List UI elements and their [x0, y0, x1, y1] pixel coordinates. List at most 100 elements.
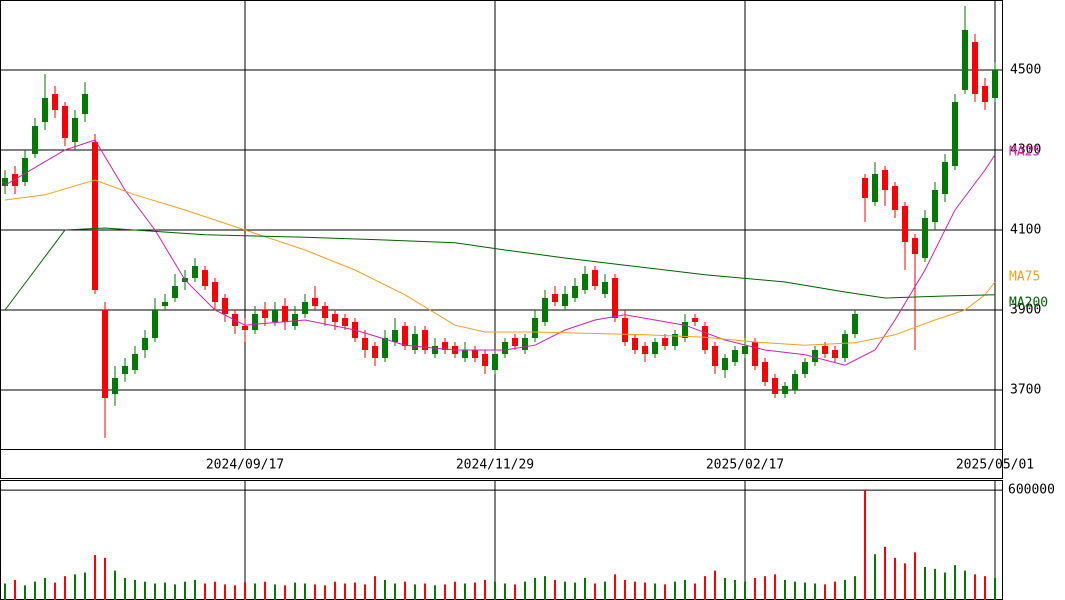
candle-body [692, 318, 698, 322]
volume-bar [604, 581, 606, 600]
volume-bar [594, 583, 596, 600]
volume-bar [84, 572, 86, 600]
candle-body [962, 30, 968, 90]
volume-bar [834, 581, 836, 600]
candle-body [982, 86, 988, 102]
x-tick-label: 2025/02/17 [706, 458, 784, 473]
date-frame [0, 449, 1003, 479]
volume-bar [324, 585, 326, 600]
volume-bar [244, 582, 246, 600]
candle-body [222, 298, 228, 314]
candle-body [132, 354, 138, 370]
candle-body [872, 174, 878, 202]
candle-body [192, 266, 198, 278]
volume-bar [924, 567, 926, 600]
candle-body [522, 338, 528, 350]
candle-body [382, 338, 388, 358]
volume-bar [44, 578, 46, 600]
volume-bar [854, 576, 856, 600]
volume-bar [274, 584, 276, 600]
moving-average [4, 139, 996, 366]
volume-bar [614, 574, 616, 600]
candle-body [212, 282, 218, 302]
legend-label: MA200 [1009, 295, 1048, 310]
volume-bar [934, 568, 936, 600]
volume-bar [944, 572, 946, 600]
volume-bar [174, 584, 176, 600]
candle-body [742, 346, 748, 354]
candle-body [612, 278, 618, 318]
volume-bar [54, 582, 56, 600]
volume-bar [414, 584, 416, 600]
volume-bar [734, 579, 736, 600]
volume-bar [484, 579, 486, 600]
candle-body [112, 378, 118, 394]
candle-body [922, 218, 928, 258]
candle-body [512, 338, 518, 346]
volume-bar [694, 583, 696, 600]
candle-body [272, 310, 278, 322]
candle-body [492, 354, 498, 370]
candle-body [972, 42, 978, 94]
volume-bar [844, 579, 846, 600]
y-tick-label: 3900 [1010, 303, 1041, 318]
candle-body [832, 350, 838, 358]
candle-body [362, 338, 368, 350]
volume-bar [114, 570, 116, 600]
candle-body [912, 238, 918, 254]
volume-bar [554, 579, 556, 600]
volume-bar [534, 578, 536, 600]
candle-body [772, 378, 778, 394]
volume-bar [364, 584, 366, 600]
candle-body [942, 162, 948, 194]
candle-body [472, 350, 478, 358]
y-tick-label: 3700 [1010, 383, 1041, 398]
volume-bar [334, 581, 336, 600]
candle-body [732, 350, 738, 362]
volume-bar [424, 583, 426, 600]
volume-bar [104, 557, 106, 600]
candle-body [292, 314, 298, 326]
candle-body [882, 170, 888, 190]
volume-bar [124, 578, 126, 600]
candle-body [722, 358, 728, 370]
candle-body [172, 286, 178, 298]
volume-bar [654, 583, 656, 600]
candle-body [792, 374, 798, 390]
candle-body [152, 310, 158, 338]
volume-bar [94, 555, 96, 600]
candle-body [42, 98, 48, 122]
volume-bar [964, 570, 966, 600]
volume-bar [64, 576, 66, 600]
candle-body [162, 302, 168, 306]
volume-bar [514, 584, 516, 600]
candle-body [502, 342, 508, 354]
volume-bar [794, 581, 796, 600]
candle-body [92, 142, 98, 290]
candle-body [702, 326, 708, 350]
candle-body [252, 314, 258, 330]
moving-average [4, 227, 996, 311]
volume-bar [214, 581, 216, 600]
candle-body [82, 94, 88, 114]
candle-body [532, 318, 538, 338]
volume-bar [34, 581, 36, 600]
candle-body [572, 286, 578, 298]
candle-body [652, 342, 658, 354]
candle-body [762, 362, 768, 382]
volume-bar [394, 583, 396, 600]
volume-bar [524, 581, 526, 600]
candle-body [202, 270, 208, 286]
volume-bar [294, 582, 296, 600]
candle-body [302, 302, 308, 314]
volume-bar [724, 578, 726, 600]
candle-body [22, 158, 28, 182]
y-tick-label: 4100 [1010, 223, 1041, 238]
candle-body [462, 350, 468, 358]
legend-label: MA25 [1009, 144, 1040, 159]
volume-bar [664, 584, 666, 600]
volume-bar [914, 552, 916, 600]
candle-body [632, 338, 638, 350]
candle-body [372, 346, 378, 358]
